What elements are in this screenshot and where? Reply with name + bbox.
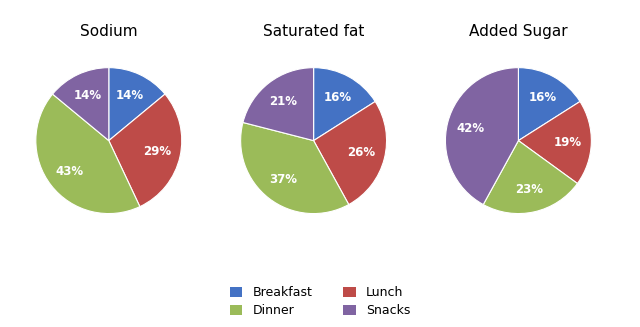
Wedge shape [314, 101, 387, 205]
Text: 23%: 23% [515, 182, 543, 196]
Text: 19%: 19% [554, 136, 582, 149]
Wedge shape [36, 94, 140, 214]
Wedge shape [314, 68, 375, 141]
Text: 26%: 26% [348, 146, 376, 160]
Wedge shape [445, 68, 518, 205]
Wedge shape [52, 68, 109, 141]
Text: 14%: 14% [116, 89, 144, 102]
Wedge shape [243, 68, 314, 141]
Wedge shape [483, 141, 577, 214]
Text: 43%: 43% [56, 164, 84, 178]
Wedge shape [518, 68, 580, 141]
Text: 37%: 37% [269, 173, 297, 186]
Wedge shape [518, 101, 591, 183]
Legend: Breakfast, Dinner, Lunch, Snacks: Breakfast, Dinner, Lunch, Snacks [226, 282, 414, 321]
Text: 42%: 42% [456, 122, 484, 135]
Text: 21%: 21% [269, 95, 297, 108]
Wedge shape [241, 123, 349, 214]
Text: 14%: 14% [74, 89, 102, 102]
Title: Added Sugar: Added Sugar [469, 24, 568, 39]
Text: 16%: 16% [528, 91, 556, 104]
Wedge shape [109, 94, 182, 207]
Wedge shape [109, 68, 165, 141]
Title: Sodium: Sodium [80, 24, 138, 39]
Text: 29%: 29% [143, 145, 172, 158]
Title: Saturated fat: Saturated fat [263, 24, 364, 39]
Text: 16%: 16% [323, 91, 351, 104]
